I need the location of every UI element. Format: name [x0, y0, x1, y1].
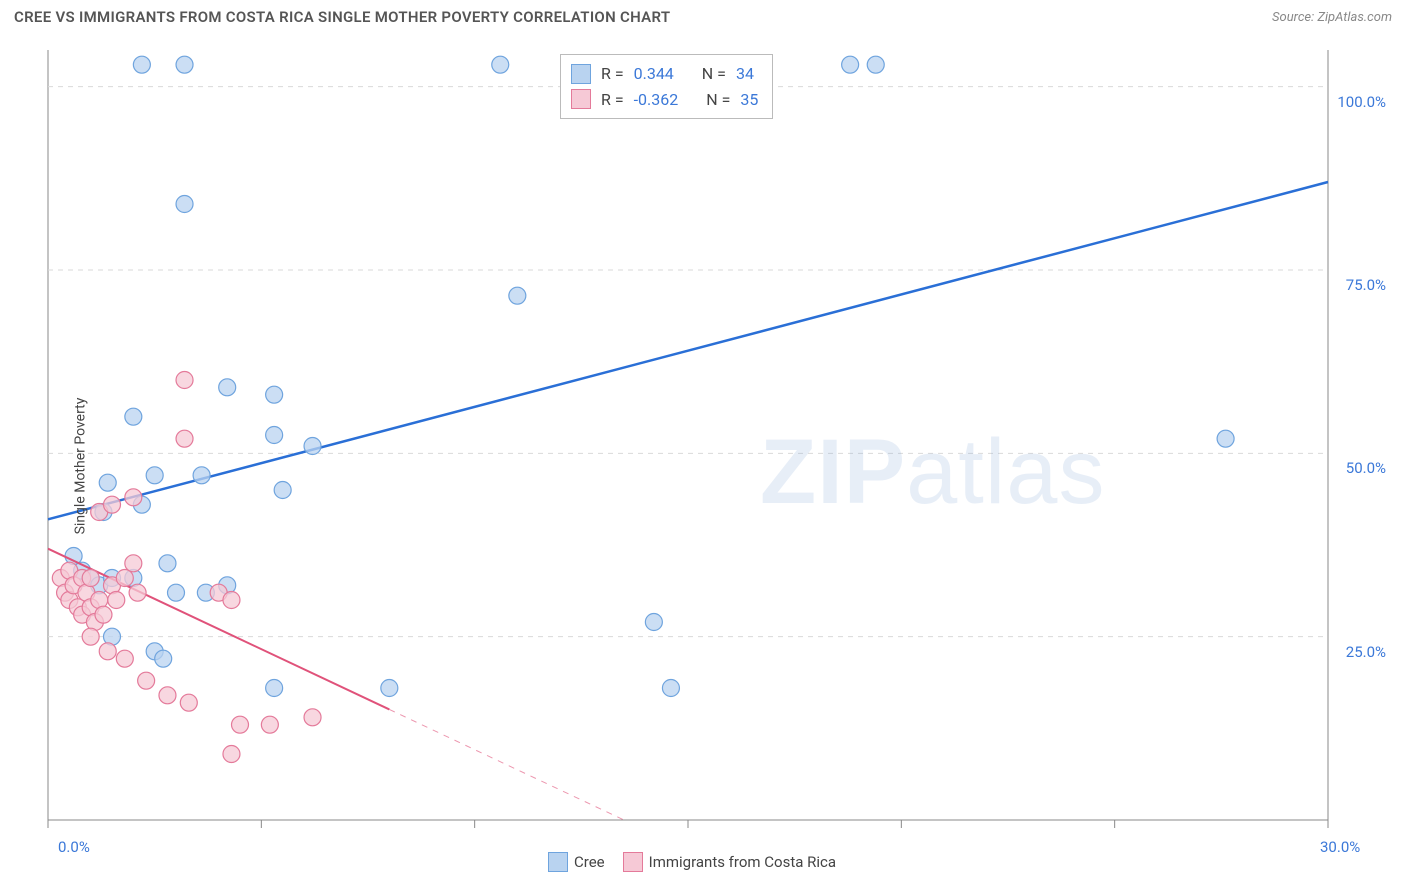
legend-label: Cree: [574, 853, 605, 871]
y-tick-label: 25.0%: [1346, 643, 1386, 661]
series-legend: Cree Immigrants from Costa Rica: [548, 852, 836, 872]
y-tick-label: 50.0%: [1346, 459, 1386, 477]
legend-swatch: [571, 89, 591, 109]
chart-title: CREE VS IMMIGRANTS FROM COSTA RICA SINGL…: [14, 8, 670, 26]
r-value: -0.362: [634, 87, 679, 113]
stats-legend-box: R = 0.344 N = 34 R = -0.362 N = 35: [560, 54, 773, 119]
scatter-chart-svg: [40, 50, 1396, 882]
y-tick-label: 100.0%: [1337, 93, 1386, 111]
x-tick-label: 30.0%: [1320, 838, 1360, 856]
y-axis-label: Single Mother Poverty: [72, 398, 88, 535]
n-value: 35: [740, 87, 758, 113]
chart-area: Single Mother Poverty ZIPatlas R = 0.344…: [40, 50, 1396, 882]
r-value: 0.344: [634, 61, 674, 87]
stats-row: R = 0.344 N = 34: [571, 61, 758, 87]
y-tick-label: 75.0%: [1346, 276, 1386, 294]
legend-swatch: [623, 852, 643, 872]
legend-label: Immigrants from Costa Rica: [649, 853, 836, 871]
legend-swatch: [571, 64, 591, 84]
n-label: N =: [702, 61, 726, 87]
legend-item: Immigrants from Costa Rica: [623, 852, 836, 872]
legend-swatch: [548, 852, 568, 872]
stats-row: R = -0.362 N = 35: [571, 87, 758, 113]
n-value: 34: [736, 61, 754, 87]
n-label: N =: [706, 87, 730, 113]
r-label: R =: [601, 87, 624, 113]
x-tick-label: 0.0%: [58, 838, 90, 856]
r-label: R =: [601, 61, 624, 87]
legend-item: Cree: [548, 852, 605, 872]
source-attribution: Source: ZipAtlas.com: [1272, 10, 1392, 25]
